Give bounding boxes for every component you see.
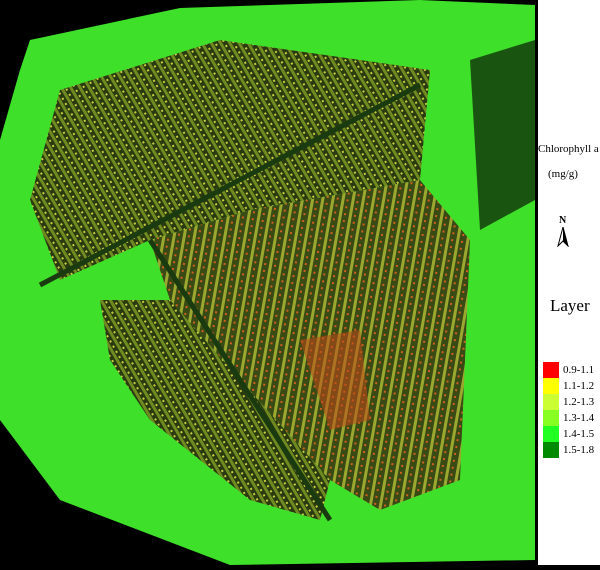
road-south bbox=[147, 238, 333, 522]
black-gap-east bbox=[470, 40, 535, 230]
map-raster bbox=[0, 0, 535, 565]
legend-label-3: 1.3-1.4 bbox=[563, 412, 595, 424]
chlorophyll-map bbox=[0, 0, 535, 565]
road-diagonal bbox=[38, 82, 422, 288]
legend-swatch-5 bbox=[543, 442, 559, 458]
legend-swatch-0 bbox=[543, 362, 559, 378]
legend-label-2: 1.2-1.3 bbox=[563, 396, 595, 408]
field-area-north bbox=[30, 40, 430, 280]
red-patch bbox=[300, 330, 370, 430]
legend-swatch-4 bbox=[543, 426, 559, 442]
legend-panel: Chlorophyll a (mg/g) N Layer 0.9-1.1 1.1… bbox=[538, 0, 600, 565]
legend-label-4: 1.4-1.5 bbox=[563, 428, 595, 440]
legend-swatch-3 bbox=[543, 410, 559, 426]
field-area-south bbox=[100, 300, 330, 520]
legend-swatch-2 bbox=[543, 394, 559, 410]
legend-label-5: 1.5-1.8 bbox=[563, 444, 595, 456]
north-label: N bbox=[559, 215, 567, 226]
legend-label-0: 0.9-1.1 bbox=[563, 364, 595, 376]
north-arrow-icon bbox=[557, 227, 569, 247]
legend-label-1: 1.1-1.2 bbox=[563, 380, 595, 392]
legend-title: Chlorophyll a bbox=[538, 143, 599, 155]
legend-swatch-1 bbox=[543, 378, 559, 394]
layer-label: Layer bbox=[550, 296, 590, 315]
legend-unit: (mg/g) bbox=[548, 168, 578, 180]
